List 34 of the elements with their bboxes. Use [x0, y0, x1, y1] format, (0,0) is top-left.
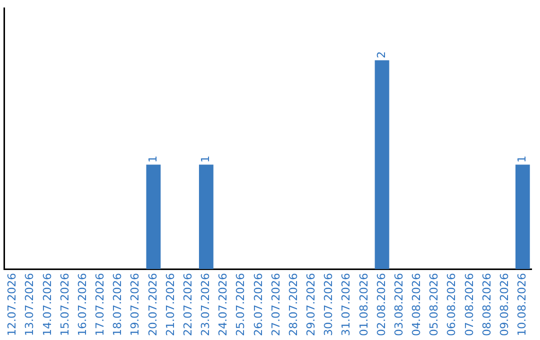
- x-tick-label: 14.07.2026: [40, 273, 54, 336]
- x-tick-label: 07.08.2026: [462, 273, 476, 336]
- x-tick-label: 29.07.2026: [304, 273, 318, 336]
- x-tick-label: 17.07.2026: [94, 273, 107, 336]
- x-tick-label: 27.07.2026: [269, 273, 282, 336]
- x-tick-label: 24.07.2026: [216, 273, 230, 336]
- x-tick-label: 01.08.2026: [357, 273, 370, 336]
- x-tick-label: 21.07.2026: [164, 273, 177, 336]
- x-tick-label: 12.07.2026: [6, 273, 19, 336]
- x-tick-label: 09.08.2026: [498, 273, 511, 336]
- x-tick-label: 05.08.2026: [428, 273, 441, 336]
- x-tick-label: 03.08.2026: [392, 273, 406, 336]
- x-tick-label: 13.07.2026: [23, 273, 36, 336]
- x-tick-label: 31.07.2026: [340, 273, 353, 336]
- x-tick-label: 20.07.2026: [146, 273, 160, 336]
- x-tick-label: 22.07.2026: [181, 273, 194, 336]
- x-tick-label: 19.07.2026: [128, 273, 142, 336]
- x-tick-label: 25.07.2026: [234, 273, 248, 336]
- x-tick-label: 30.07.2026: [322, 273, 336, 336]
- x-tick-label: 04.08.2026: [410, 273, 424, 336]
- x-tick-label: 28.07.2026: [286, 273, 300, 336]
- x-tick-label: 08.08.2026: [480, 273, 494, 336]
- x-tick-label: 18.07.2026: [111, 273, 124, 336]
- data-label: 1: [146, 156, 160, 163]
- data-label: 2: [374, 51, 388, 58]
- x-tick-label: 10.08.2026: [516, 273, 529, 336]
- x-tick-label: 16.07.2026: [76, 273, 89, 336]
- x-tick-label: 06.08.2026: [445, 273, 458, 336]
- x-tick-label: 02.08.2026: [374, 273, 388, 336]
- data-label: 1: [516, 156, 529, 163]
- x-tick-label: 26.07.2026: [252, 273, 265, 336]
- data-label: 1: [199, 156, 212, 163]
- x-tick-label: 15.07.2026: [58, 273, 72, 336]
- x-tick-label: 23.07.2026: [199, 273, 212, 336]
